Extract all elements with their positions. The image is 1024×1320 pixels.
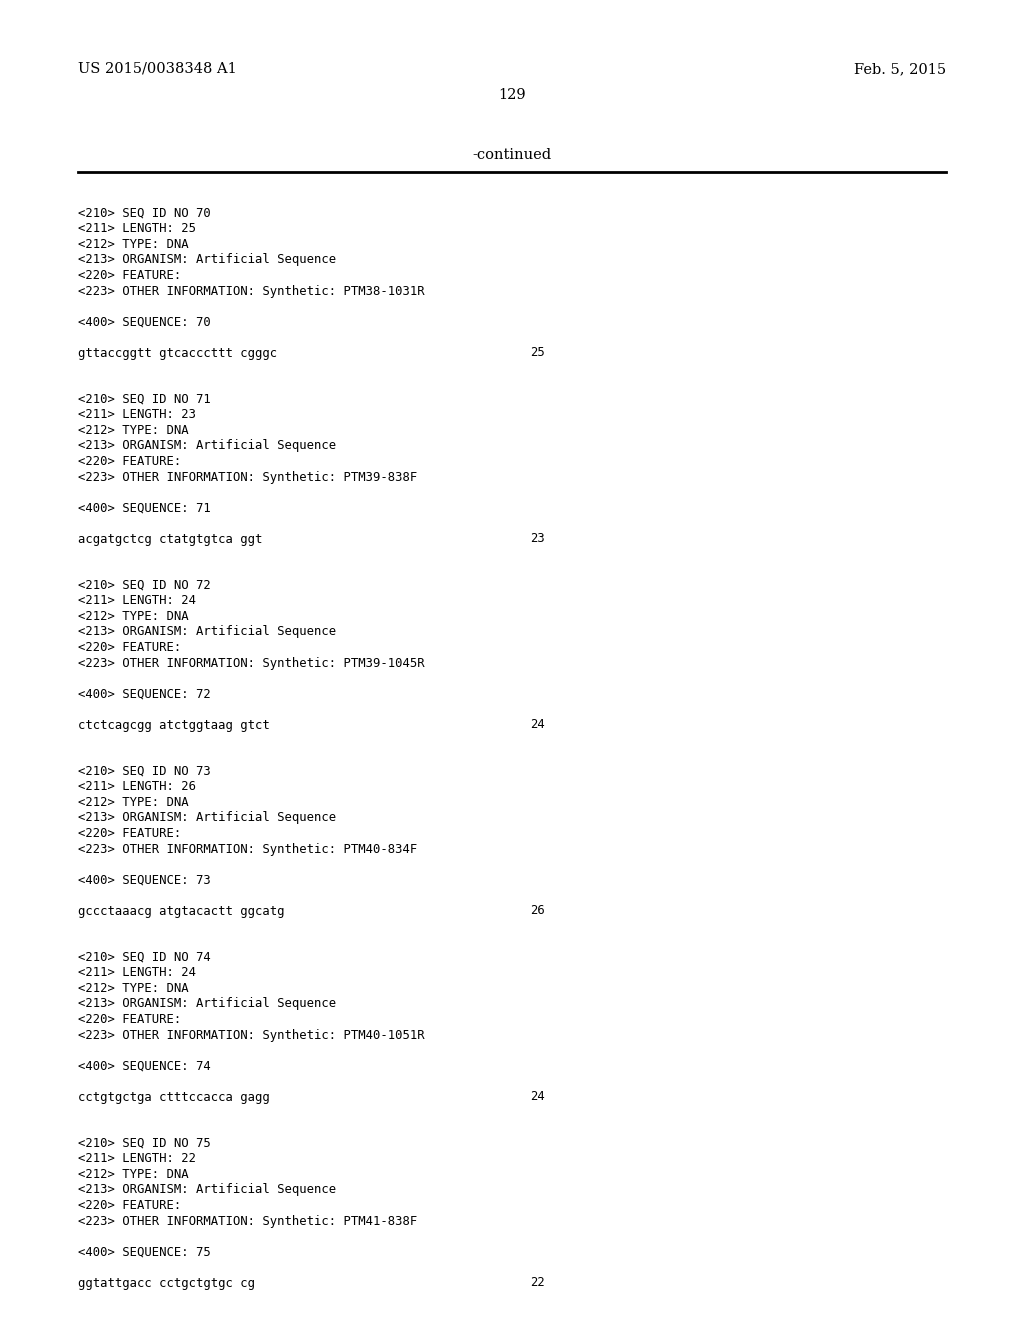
Text: <220> FEATURE:: <220> FEATURE: [78,1199,181,1212]
Text: <223> OTHER INFORMATION: Synthetic: PTM40-1051R: <223> OTHER INFORMATION: Synthetic: PTM4… [78,1028,425,1041]
Text: <223> OTHER INFORMATION: Synthetic: PTM40-834F: <223> OTHER INFORMATION: Synthetic: PTM4… [78,842,417,855]
Text: <212> TYPE: DNA: <212> TYPE: DNA [78,424,188,437]
Text: <212> TYPE: DNA: <212> TYPE: DNA [78,796,188,809]
Text: <400> SEQUENCE: 72: <400> SEQUENCE: 72 [78,688,211,701]
Text: Feb. 5, 2015: Feb. 5, 2015 [854,62,946,77]
Text: <212> TYPE: DNA: <212> TYPE: DNA [78,1168,188,1181]
Text: <220> FEATURE:: <220> FEATURE: [78,1012,181,1026]
Text: <220> FEATURE:: <220> FEATURE: [78,455,181,469]
Text: <210> SEQ ID NO 73: <210> SEQ ID NO 73 [78,766,211,777]
Text: 25: 25 [530,346,545,359]
Text: <213> ORGANISM: Artificial Sequence: <213> ORGANISM: Artificial Sequence [78,626,336,639]
Text: <223> OTHER INFORMATION: Synthetic: PTM39-1045R: <223> OTHER INFORMATION: Synthetic: PTM3… [78,656,425,669]
Text: <211> LENGTH: 23: <211> LENGTH: 23 [78,408,196,421]
Text: ctctcagcgg atctggtaag gtct: ctctcagcgg atctggtaag gtct [78,718,269,731]
Text: <213> ORGANISM: Artificial Sequence: <213> ORGANISM: Artificial Sequence [78,812,336,825]
Text: acgatgctcg ctatgtgtca ggt: acgatgctcg ctatgtgtca ggt [78,532,262,545]
Text: 26: 26 [530,904,545,917]
Text: gccctaaacg atgtacactt ggcatg: gccctaaacg atgtacactt ggcatg [78,904,285,917]
Text: -continued: -continued [472,148,552,162]
Text: 24: 24 [530,1090,545,1104]
Text: US 2015/0038348 A1: US 2015/0038348 A1 [78,62,237,77]
Text: <211> LENGTH: 24: <211> LENGTH: 24 [78,594,196,607]
Text: 129: 129 [499,88,525,102]
Text: <213> ORGANISM: Artificial Sequence: <213> ORGANISM: Artificial Sequence [78,998,336,1011]
Text: <211> LENGTH: 25: <211> LENGTH: 25 [78,223,196,235]
Text: <211> LENGTH: 26: <211> LENGTH: 26 [78,780,196,793]
Text: ggtattgacc cctgctgtgc cg: ggtattgacc cctgctgtgc cg [78,1276,255,1290]
Text: <220> FEATURE:: <220> FEATURE: [78,828,181,840]
Text: <220> FEATURE:: <220> FEATURE: [78,642,181,653]
Text: <223> OTHER INFORMATION: Synthetic: PTM41-838F: <223> OTHER INFORMATION: Synthetic: PTM4… [78,1214,417,1228]
Text: <212> TYPE: DNA: <212> TYPE: DNA [78,610,188,623]
Text: <400> SEQUENCE: 74: <400> SEQUENCE: 74 [78,1060,211,1072]
Text: gttaccggtt gtcacccttt cgggc: gttaccggtt gtcacccttt cgggc [78,346,278,359]
Text: <210> SEQ ID NO 70: <210> SEQ ID NO 70 [78,207,211,220]
Text: <223> OTHER INFORMATION: Synthetic: PTM38-1031R: <223> OTHER INFORMATION: Synthetic: PTM3… [78,285,425,297]
Text: <213> ORGANISM: Artificial Sequence: <213> ORGANISM: Artificial Sequence [78,1184,336,1196]
Text: <400> SEQUENCE: 70: <400> SEQUENCE: 70 [78,315,211,329]
Text: <212> TYPE: DNA: <212> TYPE: DNA [78,982,188,995]
Text: <223> OTHER INFORMATION: Synthetic: PTM39-838F: <223> OTHER INFORMATION: Synthetic: PTM3… [78,470,417,483]
Text: cctgtgctga ctttccacca gagg: cctgtgctga ctttccacca gagg [78,1090,269,1104]
Text: 24: 24 [530,718,545,731]
Text: <213> ORGANISM: Artificial Sequence: <213> ORGANISM: Artificial Sequence [78,253,336,267]
Text: 22: 22 [530,1276,545,1290]
Text: 23: 23 [530,532,545,545]
Text: <400> SEQUENCE: 75: <400> SEQUENCE: 75 [78,1246,211,1258]
Text: <210> SEQ ID NO 72: <210> SEQ ID NO 72 [78,579,211,591]
Text: <220> FEATURE:: <220> FEATURE: [78,269,181,282]
Text: <400> SEQUENCE: 71: <400> SEQUENCE: 71 [78,502,211,515]
Text: <400> SEQUENCE: 73: <400> SEQUENCE: 73 [78,874,211,887]
Text: <210> SEQ ID NO 75: <210> SEQ ID NO 75 [78,1137,211,1150]
Text: <212> TYPE: DNA: <212> TYPE: DNA [78,238,188,251]
Text: <210> SEQ ID NO 71: <210> SEQ ID NO 71 [78,393,211,407]
Text: <210> SEQ ID NO 74: <210> SEQ ID NO 74 [78,950,211,964]
Text: <211> LENGTH: 22: <211> LENGTH: 22 [78,1152,196,1166]
Text: <211> LENGTH: 24: <211> LENGTH: 24 [78,966,196,979]
Text: <213> ORGANISM: Artificial Sequence: <213> ORGANISM: Artificial Sequence [78,440,336,453]
